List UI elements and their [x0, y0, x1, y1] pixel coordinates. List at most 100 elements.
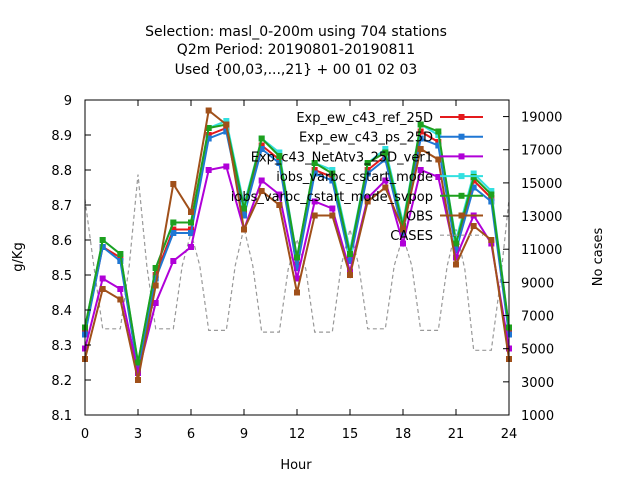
data-point [152, 282, 159, 289]
legend-label: iobs_varbc_cstart_mode_svpop [231, 190, 433, 205]
data-point [99, 244, 106, 250]
data-point [470, 170, 477, 177]
data-point [435, 142, 442, 149]
data-point [382, 177, 389, 184]
data-point [435, 156, 442, 163]
data-point [488, 237, 495, 243]
y2-tick-label: 9000 [521, 276, 554, 291]
data-point [241, 212, 247, 219]
data-point [347, 251, 353, 257]
data-point [453, 247, 459, 254]
data-point [400, 230, 406, 236]
data-point [223, 118, 230, 124]
series-layer [82, 107, 512, 383]
y-axis-label: g/Kg [11, 242, 26, 271]
data-point [488, 191, 495, 198]
data-point [205, 107, 212, 114]
legend-label: OBS [406, 210, 433, 225]
x-tick-label: 3 [134, 427, 142, 442]
data-point [417, 128, 424, 135]
chart-title: Selection: masl_0-200m using 704 station… [145, 24, 447, 78]
data-point [488, 188, 495, 194]
data-point [152, 272, 159, 278]
data-point [364, 170, 371, 177]
data-point [188, 219, 194, 226]
title-line-2: Q2m Period: 20190801-20190811 [177, 42, 415, 58]
data-point [99, 237, 106, 243]
data-point [382, 184, 389, 191]
x-tick-label: 9 [240, 427, 248, 442]
x-tick-label: 12 [289, 427, 306, 442]
data-point [364, 198, 371, 205]
data-point [170, 226, 177, 233]
data-point [435, 174, 442, 180]
data-point [382, 156, 389, 163]
y2-tick-label: 5000 [521, 343, 554, 358]
data-point [329, 212, 336, 219]
y-tick-label: 9 [64, 94, 72, 109]
data-point [294, 289, 300, 296]
data-point [258, 146, 265, 152]
data-point [241, 226, 247, 233]
data-point [223, 121, 230, 128]
x-tick-label: 0 [81, 427, 89, 442]
data-point [241, 205, 247, 212]
data-point [188, 230, 194, 236]
data-point [311, 167, 318, 173]
data-point [170, 230, 177, 236]
legend-swatch-marker [458, 173, 465, 180]
data-point [258, 135, 265, 142]
data-point [99, 286, 106, 292]
data-point [382, 149, 389, 156]
y2-tick-label: 19000 [521, 111, 562, 126]
data-point [329, 167, 336, 173]
legend: Exp_ew_c43_ref_25D Exp_ew_c43_ps_25D Exp_c… [231, 111, 483, 244]
data-point [294, 254, 300, 261]
data-point [205, 132, 212, 138]
legend-swatch-marker [458, 192, 465, 199]
data-point [135, 377, 141, 383]
y2-tick-label: 7000 [521, 310, 554, 325]
data-point [135, 370, 141, 376]
data-point [400, 226, 406, 233]
data-point [276, 153, 283, 159]
data-point [311, 160, 318, 166]
x-tick-label: 15 [342, 427, 359, 442]
data-point [294, 265, 300, 271]
x-axis-label: Hour [280, 458, 312, 473]
y-tick-label: 8.9 [51, 129, 72, 144]
series-exp-ew-c43-ps-25d [82, 128, 512, 373]
data-point [470, 184, 477, 191]
x-tick-label: 24 [501, 427, 518, 442]
y-tick-label: 8.1 [51, 409, 72, 424]
y2-tick-label: 11000 [521, 243, 562, 258]
data-point [400, 240, 406, 247]
data-point [152, 275, 159, 282]
data-point [152, 265, 159, 271]
data-point [258, 188, 265, 194]
data-point [170, 258, 177, 264]
data-point [311, 170, 318, 177]
y-tick-label: 8.2 [51, 374, 72, 389]
data-point [205, 167, 212, 173]
y2-tick-label: 1000 [521, 409, 554, 424]
data-point [470, 223, 477, 229]
data-point [453, 254, 459, 261]
data-point [117, 251, 124, 257]
y2-tick-label: 13000 [521, 210, 562, 225]
title-line-3: Used {00,03,...,21} + 00 01 02 03 [175, 62, 418, 78]
data-point [117, 258, 124, 264]
data-point [417, 167, 424, 173]
ticks-layer: 0 3 6 9 12 15 18 21 24 8.1 8.2 8.3 8.4 8.5 8.6 8.7 8.8 8.… [51, 94, 562, 442]
data-point [311, 198, 318, 205]
data-point [258, 142, 265, 149]
y2-tick-label: 15000 [521, 177, 562, 192]
series-line [84, 174, 510, 351]
data-point [364, 160, 371, 166]
data-point [223, 128, 230, 135]
data-point [364, 167, 371, 173]
legend-swatch-marker [458, 212, 465, 219]
x-tick-label: 18 [395, 427, 412, 442]
data-point [205, 135, 212, 142]
